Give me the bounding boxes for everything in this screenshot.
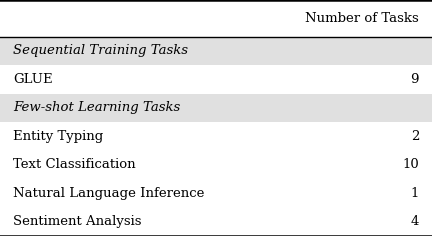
Text: Number of Tasks: Number of Tasks	[305, 12, 419, 25]
Text: Sequential Training Tasks: Sequential Training Tasks	[13, 44, 188, 57]
Text: Entity Typing: Entity Typing	[13, 130, 103, 143]
Text: Natural Language Inference: Natural Language Inference	[13, 187, 204, 200]
Text: 2: 2	[411, 130, 419, 143]
Text: 4: 4	[411, 215, 419, 228]
Bar	[0, 37, 432, 65]
Text: 10: 10	[402, 158, 419, 171]
Text: 9: 9	[410, 73, 419, 86]
Text: GLUE: GLUE	[13, 73, 53, 86]
Text: 1: 1	[411, 187, 419, 200]
Text: Few-shot Learning Tasks: Few-shot Learning Tasks	[13, 101, 180, 114]
Text: Text Classification: Text Classification	[13, 158, 136, 171]
Text: Sentiment Analysis: Sentiment Analysis	[13, 215, 141, 228]
Bar	[0, 93, 432, 122]
